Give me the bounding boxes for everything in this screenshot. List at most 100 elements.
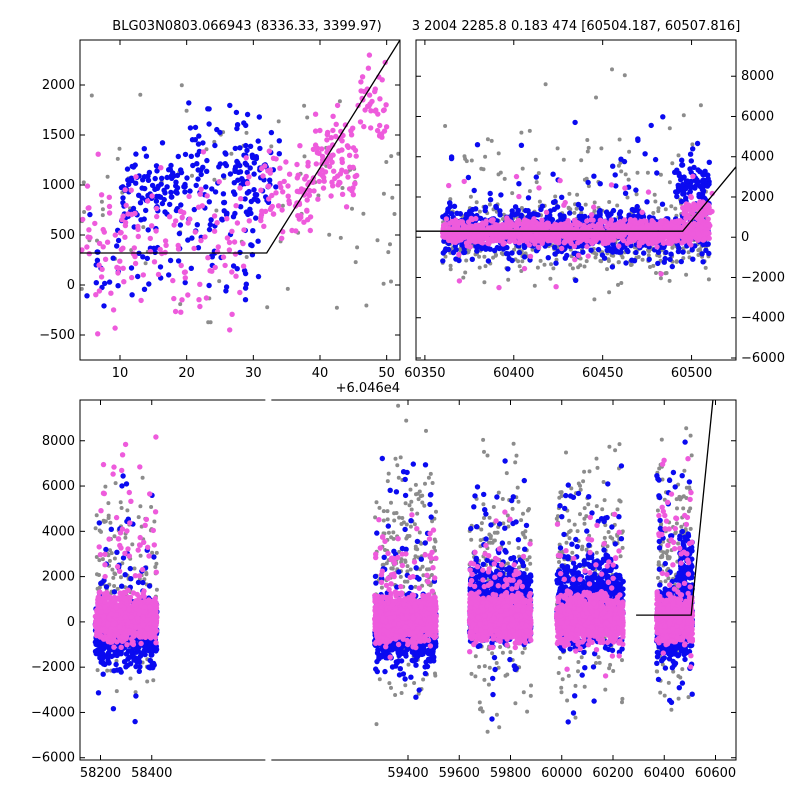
- data-point: [294, 161, 300, 168]
- data-point: [324, 137, 330, 143]
- data-point: [477, 209, 482, 214]
- data-point: [231, 180, 237, 186]
- data-point: [684, 496, 689, 500]
- data-point: [533, 174, 539, 180]
- data-point: [620, 696, 625, 701]
- data-point: [383, 102, 389, 108]
- data-point: [482, 677, 487, 682]
- data-point: [209, 254, 215, 260]
- data-point: [611, 253, 616, 258]
- data-point: [110, 567, 115, 572]
- data-point: [159, 175, 165, 181]
- data-point: [540, 238, 546, 244]
- data-point: [493, 253, 498, 258]
- data-point: [620, 545, 625, 550]
- data-point: [86, 227, 92, 233]
- data-point: [129, 211, 135, 218]
- data-point: [301, 219, 307, 225]
- data-point: [321, 174, 327, 181]
- data-point: [384, 160, 389, 164]
- data-point: [564, 450, 568, 455]
- data-point: [374, 500, 379, 505]
- data-point: [509, 212, 515, 218]
- data-point: [523, 225, 529, 231]
- data-point: [625, 195, 630, 200]
- data-point: [247, 206, 253, 212]
- data-point: [328, 193, 334, 199]
- data-point: [207, 268, 213, 274]
- data-point: [122, 234, 128, 240]
- data-point: [120, 245, 126, 251]
- data-point: [207, 221, 213, 228]
- data-point: [238, 196, 244, 202]
- data-point: [596, 655, 601, 660]
- data-point: [338, 235, 343, 240]
- data-point: [645, 224, 652, 230]
- data-point: [594, 504, 599, 509]
- data-point: [505, 513, 510, 518]
- data-point: [237, 185, 243, 191]
- data-point: [174, 185, 181, 191]
- data-point: [578, 483, 582, 488]
- data-point: [383, 124, 390, 130]
- data-point: [626, 222, 633, 229]
- data-point: [625, 248, 631, 255]
- data-point: [313, 161, 319, 167]
- data-point: [634, 203, 640, 210]
- data-point: [243, 142, 249, 149]
- data-point: [145, 177, 152, 183]
- data-point: [587, 223, 593, 229]
- zoom-plot-area: [80, 40, 400, 337]
- data-point: [186, 193, 192, 200]
- data-point: [189, 137, 196, 143]
- zoom-model-line: [80, 40, 400, 254]
- data-point: [164, 174, 170, 181]
- data-point: [547, 215, 553, 221]
- data-point: [641, 250, 647, 256]
- data-point: [128, 187, 134, 193]
- data-point: [684, 485, 689, 490]
- data-point: [196, 297, 202, 303]
- data-point: [117, 146, 122, 151]
- data-point: [342, 122, 349, 128]
- data-point: [536, 244, 542, 250]
- data-point: [234, 220, 241, 226]
- data-point: [614, 248, 620, 254]
- data-point: [685, 206, 691, 212]
- data-point: [591, 223, 597, 229]
- season-plot-area: [416, 67, 736, 302]
- data-point: [685, 212, 691, 218]
- data-point: [594, 661, 598, 665]
- data-point: [187, 188, 193, 194]
- data-point: [648, 265, 652, 269]
- data-point: [361, 123, 367, 130]
- data-point: [152, 175, 158, 182]
- data-point: [469, 256, 475, 262]
- data-point: [154, 561, 159, 566]
- data-point: [82, 210, 87, 214]
- data-point: [474, 200, 479, 205]
- data-point: [584, 259, 589, 264]
- data-point: [519, 237, 526, 244]
- data-point: [504, 244, 510, 251]
- data-point: [381, 107, 387, 113]
- data-point: [193, 182, 199, 189]
- data-point: [255, 238, 261, 244]
- data-point: [339, 159, 345, 166]
- data-point: [696, 248, 701, 253]
- data-point: [652, 156, 659, 163]
- data-point: [664, 231, 671, 238]
- data-point: [306, 192, 313, 198]
- data-point: [571, 250, 577, 257]
- data-point: [407, 503, 412, 508]
- data-point: [485, 225, 491, 231]
- data-point: [138, 297, 144, 304]
- data-point: [175, 246, 182, 252]
- data-point: [185, 292, 191, 298]
- data-point: [281, 178, 287, 185]
- data-point: [566, 205, 571, 210]
- data-point: [677, 494, 682, 499]
- data-point: [582, 264, 587, 269]
- data-point: [101, 303, 107, 309]
- data-point: [405, 569, 410, 574]
